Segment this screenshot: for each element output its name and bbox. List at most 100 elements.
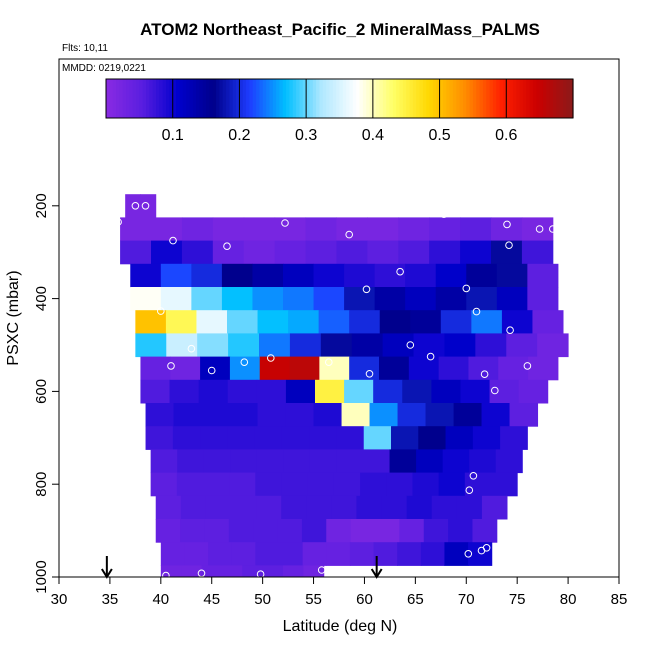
data-point <box>114 218 122 226</box>
heatmap-cell <box>262 565 284 578</box>
data-point <box>167 362 175 370</box>
data-point <box>491 386 499 395</box>
data-point <box>465 486 474 495</box>
heatmap-cell <box>405 287 437 311</box>
heatmap-cell <box>413 333 445 358</box>
heatmap-cell <box>481 403 511 427</box>
colorbar-swatch <box>152 79 157 118</box>
heatmap-cell <box>289 356 320 381</box>
heatmap-cell <box>435 263 467 288</box>
flights-label: Flts: 10,11 <box>62 43 108 54</box>
colorbar-swatch <box>569 79 574 118</box>
heatmap-cell <box>496 287 528 311</box>
heatmap-cell <box>398 240 430 265</box>
heatmap-cell <box>120 217 152 242</box>
heatmap-cell <box>440 310 472 334</box>
heatmap-cell <box>151 217 183 242</box>
colorbar-swatch <box>436 79 441 118</box>
colorbar-swatch <box>212 79 217 118</box>
colorbar-swatch <box>396 79 401 118</box>
colorbar-swatch <box>186 79 190 118</box>
heatmap-cell <box>429 240 461 265</box>
heatmap-cell <box>412 472 440 497</box>
heatmap-cell <box>336 240 368 265</box>
heatmap-cell <box>326 519 352 543</box>
heatmap-cell <box>472 426 501 450</box>
heatmap-cell <box>306 495 332 520</box>
heatmap-cell <box>406 495 433 520</box>
heatmap-cell <box>336 217 368 242</box>
heatmap-cell <box>180 519 205 543</box>
heatmap-cell <box>256 495 282 520</box>
colorbar-swatch <box>316 79 321 118</box>
heatmap-cell <box>309 426 337 450</box>
heatmap-cell <box>521 240 554 265</box>
data-point <box>506 326 514 335</box>
heatmap-cell <box>521 217 554 242</box>
colorbar-swatch <box>139 79 144 118</box>
heatmap-cell <box>151 240 183 265</box>
heatmap-cell <box>373 542 398 566</box>
colorbar-swatch <box>292 79 297 118</box>
colorbar-swatch <box>486 79 491 118</box>
data-point <box>169 236 177 245</box>
heatmap-cell <box>160 287 192 311</box>
data-point <box>345 230 354 239</box>
heatmap-cell <box>200 426 228 450</box>
heatmap-cell <box>356 495 383 520</box>
heatmap-cell <box>197 333 229 358</box>
heatmap-cell <box>140 356 171 381</box>
heatmap-cell <box>344 379 374 404</box>
heatmap-cell <box>181 240 214 265</box>
y-tick-label: 800 <box>33 472 50 497</box>
heatmap-cell <box>313 263 345 288</box>
heatmap-cell <box>221 565 243 578</box>
colorbar-swatch <box>259 79 264 118</box>
heatmap-cell <box>309 449 337 474</box>
heatmap-cell <box>349 310 381 334</box>
colorbar-swatch <box>409 79 414 118</box>
x-tick-label: 80 <box>560 591 577 608</box>
heatmap-cell <box>399 519 425 543</box>
heatmap-cell <box>466 263 498 288</box>
colorbar-swatch <box>136 79 140 118</box>
colorbar-swatch <box>539 79 544 118</box>
heatmap-cell <box>341 403 371 427</box>
heatmap-cell <box>313 287 345 311</box>
heatmap-cell <box>351 333 384 358</box>
colorbar-swatch <box>369 79 374 118</box>
heatmap-cell <box>360 472 387 497</box>
colorbar-swatch <box>476 79 481 118</box>
heatmap-cell <box>155 495 182 520</box>
heatmap-cell <box>177 449 205 474</box>
colorbar-swatch <box>239 79 244 118</box>
colorbar-swatch <box>466 79 471 118</box>
colorbar-tick-label: 0.6 <box>495 127 517 144</box>
colorbar-swatch <box>459 79 464 118</box>
heatmap-cell <box>257 310 289 334</box>
data-point <box>396 267 404 276</box>
colorbar-swatch <box>209 79 214 118</box>
heatmap-cell <box>289 333 322 358</box>
colorbar-swatch <box>112 79 117 118</box>
colorbar-swatch <box>199 79 204 118</box>
colorbar-swatch <box>329 79 334 118</box>
heatmap-cell <box>331 495 357 520</box>
heatmap-cell <box>373 379 403 404</box>
heatmap-cell <box>405 263 437 288</box>
colorbar-swatch <box>566 79 571 118</box>
colorbar-swatch <box>206 79 211 118</box>
colorbar-swatch <box>166 79 170 118</box>
data-point <box>462 284 471 293</box>
colorbar-swatch <box>552 79 557 118</box>
colorbar-swatch <box>402 79 407 118</box>
colorbar-swatch <box>346 79 351 118</box>
colorbar-swatch <box>442 79 447 118</box>
heatmap-cell <box>283 263 315 288</box>
heatmap-cell <box>145 403 175 427</box>
colorbar-frame <box>105 78 574 119</box>
heatmap-cell <box>150 472 178 497</box>
x-tick-label: 60 <box>356 591 373 608</box>
colorbar-swatch <box>352 79 357 118</box>
colorbar: 0.1 0.2 0.3 0.4 0.5 0.6 <box>105 78 574 144</box>
